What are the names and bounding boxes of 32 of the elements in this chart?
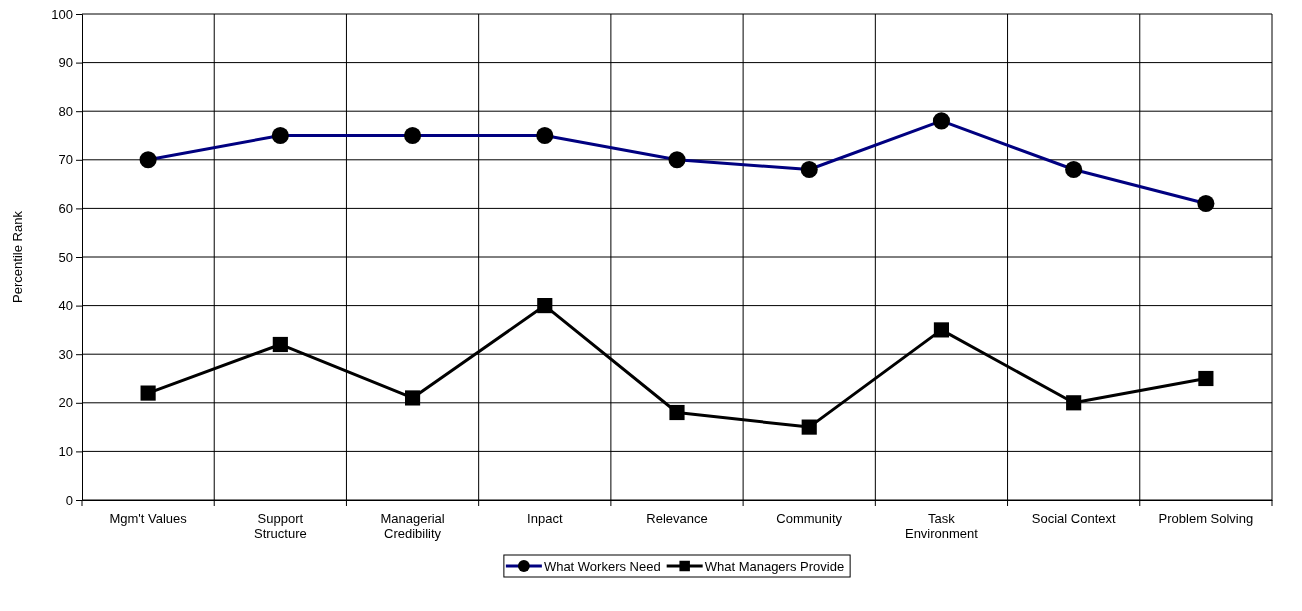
y-tick-label: 0	[65, 492, 73, 508]
point	[1198, 370, 1214, 387]
point	[801, 419, 817, 435]
y-tick-label: 50	[58, 249, 73, 265]
y-tick-label: 40	[58, 298, 73, 314]
x-tick-label: Inpact	[527, 511, 563, 527]
x-tick-label: Mgm't Values	[109, 511, 188, 527]
y-tick-label: 80	[58, 103, 73, 119]
x-tick-label: Task Environment	[904, 511, 979, 542]
x-tick-label: Relevance	[646, 511, 708, 527]
y-tick-label: 20	[58, 395, 73, 411]
x-tick-label: Managerial Credibility	[380, 511, 445, 542]
point	[404, 390, 421, 406]
y-tick-label: 70	[58, 152, 73, 168]
point	[140, 385, 156, 401]
point	[272, 336, 288, 353]
x-tick-label: Support Structure	[253, 511, 307, 542]
x-tick-label: Social Context	[1031, 511, 1116, 527]
point	[933, 322, 950, 338]
y-axis-title: Percentile Rank	[10, 210, 25, 303]
x-tick-label: Problem Solving	[1158, 511, 1254, 527]
x-tick-label: Community	[776, 511, 843, 527]
point	[537, 298, 553, 314]
legend-label: What Workers Need	[543, 558, 661, 574]
point	[669, 404, 685, 421]
legend-label: What Managers Provide	[704, 558, 845, 574]
y-tick-label: 100	[51, 6, 73, 22]
y-tick-label: 90	[58, 55, 73, 71]
y-tick-label: 60	[58, 201, 73, 217]
y-tick-label: 10	[58, 444, 73, 460]
y-tick-label: 30	[58, 346, 73, 362]
point	[1066, 395, 1082, 411]
